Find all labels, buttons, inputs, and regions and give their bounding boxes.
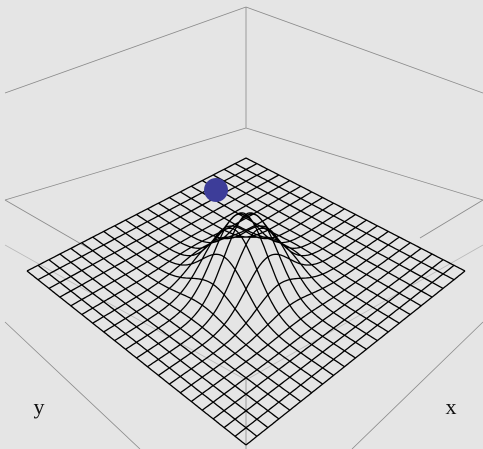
grid-wire (136, 212, 356, 359)
box-edge (4, 127, 247, 201)
wireframe (26, 157, 466, 446)
grid-wire (212, 253, 433, 420)
grid-wire (245, 270, 466, 446)
grid-wire (223, 259, 444, 429)
box-edge (419, 199, 483, 239)
grid-wire (26, 270, 247, 446)
ball (204, 178, 228, 202)
grid-wire (179, 236, 400, 394)
box-edge (245, 6, 483, 94)
grid-wire (114, 225, 334, 376)
grid-wire (92, 236, 313, 394)
grid-wire (158, 225, 378, 376)
bounding-box (4, 6, 483, 449)
box-edge (245, 127, 483, 201)
grid-wire (147, 219, 367, 368)
grid-wire (190, 242, 411, 403)
floor-edge (4, 244, 247, 381)
y-axis-label: y (34, 394, 45, 419)
box-edge (4, 6, 247, 94)
grid-wire (125, 219, 345, 368)
grid-wire (37, 264, 258, 437)
x-axis-label: x (446, 394, 457, 419)
grid-wire (103, 230, 323, 385)
grid-wire (81, 242, 302, 403)
grid-wire (70, 247, 291, 411)
grid-wire (48, 259, 269, 429)
grid-wire (59, 253, 280, 420)
box-edge (4, 321, 141, 449)
box-edge (351, 321, 483, 449)
grid-wire (201, 247, 422, 411)
grid-wire (234, 264, 455, 437)
grid-wire (168, 230, 389, 385)
